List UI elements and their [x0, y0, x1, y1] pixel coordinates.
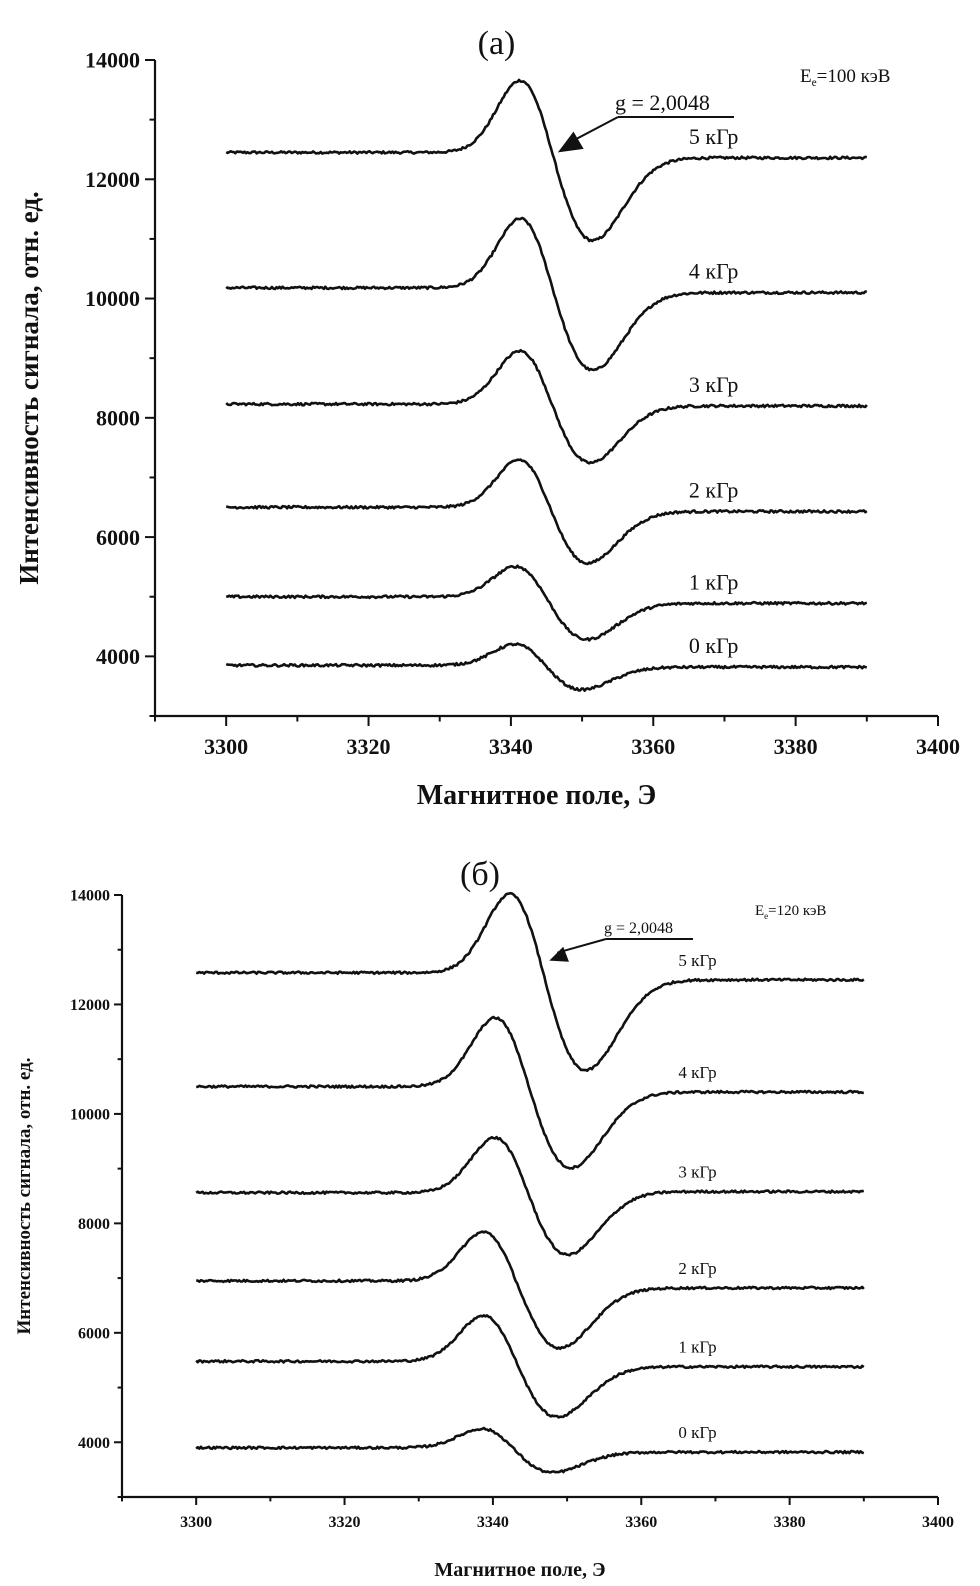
x-axis-title: Магнитное поле, Э [417, 780, 657, 811]
y-tick-label: 14000 [70, 888, 110, 905]
series-label: 3 кГр [678, 1163, 716, 1182]
series-label: 2 кГр [678, 1259, 716, 1278]
spectrum-line [225, 642, 868, 692]
energy-subscript: e [812, 77, 817, 89]
energy-subscript: e [764, 911, 768, 921]
y-axis-title: Интенсивность сигнала, отн. ед. [14, 191, 44, 585]
x-tick-label: 3380 [774, 1514, 806, 1531]
spectrum-line [195, 1135, 865, 1257]
energy-symbol: E [755, 903, 764, 919]
spectrum-line [225, 78, 868, 243]
series-label: 4 кГр [678, 1063, 716, 1082]
x-tick-label: 3300 [204, 734, 248, 759]
series-label: 2 кГр [689, 477, 739, 502]
energy-annotation: Ee=100 кэВ [800, 66, 890, 89]
panel-label: (б) [460, 856, 500, 893]
x-tick-label: 3380 [774, 734, 818, 759]
y-tick-label: 6000 [78, 1325, 110, 1342]
panel-b: (б) 3300 3320 3340 3360 3380 3400 4000 6000 8000 1… [14, 856, 954, 1581]
series-label: 5 кГр [678, 951, 716, 970]
series-label: 1 кГр [689, 569, 739, 594]
series-label: 1 кГр [678, 1338, 716, 1357]
panel-label: (a) [478, 25, 516, 62]
x-tick-label: 3340 [477, 1514, 509, 1531]
y-tick-label: 12000 [85, 167, 140, 192]
spectrum-line [195, 891, 865, 1072]
g-factor-arrowhead [549, 946, 569, 962]
y-tick-label: 6000 [96, 525, 140, 550]
y-tick-label: 4000 [96, 644, 140, 669]
y-tick-label: 14000 [85, 48, 140, 73]
series-label: 0 кГр [689, 633, 739, 658]
series-label: 5 кГр [689, 124, 739, 149]
g-factor-annotation: g = 2,0048 [615, 90, 710, 115]
x-tick-label: 3360 [631, 734, 675, 759]
spectrum-line [225, 564, 868, 642]
panel-a: (a) 3300 3320 3340 3360 3380 3400 4000 6000 8000 1… [14, 25, 960, 811]
spectrum-line [195, 1426, 865, 1474]
energy-value: =120 кэВ [768, 903, 826, 919]
spectrum-line [225, 348, 868, 465]
spectrum-line [225, 458, 868, 566]
y-axis-title: Интенсивность сигнала, отн. ед. [14, 1058, 35, 1335]
y-tick-label: 8000 [78, 1216, 110, 1233]
spectrum-line [195, 1314, 865, 1419]
series-label: 0 кГр [678, 1423, 716, 1442]
energy-symbol: E [800, 66, 812, 87]
g-factor-arrow [557, 938, 607, 954]
y-tick-label: 4000 [78, 1435, 110, 1452]
spectrum-line [196, 1015, 864, 1170]
y-tick-label: 10000 [85, 286, 140, 311]
series-label: 4 кГр [689, 259, 739, 284]
x-tick-label: 3400 [916, 734, 960, 759]
y-tick-label: 12000 [70, 997, 110, 1014]
x-tick-label: 3400 [922, 1514, 954, 1531]
x-tick-label: 3300 [180, 1514, 212, 1531]
series-label: 3 кГр [689, 372, 739, 397]
y-tick-label: 8000 [96, 406, 140, 431]
spectrum-line [225, 216, 868, 372]
x-tick-label: 3320 [347, 734, 391, 759]
x-axis-title: Магнитное поле, Э [434, 1559, 605, 1581]
g-factor-annotation: g = 2,0048 [604, 920, 673, 937]
y-tick-label: 10000 [70, 1107, 110, 1124]
g-factor-arrowhead [557, 131, 584, 153]
x-tick-label: 3320 [329, 1514, 361, 1531]
energy-value: =100 кэВ [817, 66, 891, 87]
spectrum-line [196, 1230, 865, 1351]
energy-annotation: Ee=120 кэВ [755, 903, 826, 921]
x-tick-label: 3360 [625, 1514, 657, 1531]
x-tick-label: 3340 [489, 734, 533, 759]
